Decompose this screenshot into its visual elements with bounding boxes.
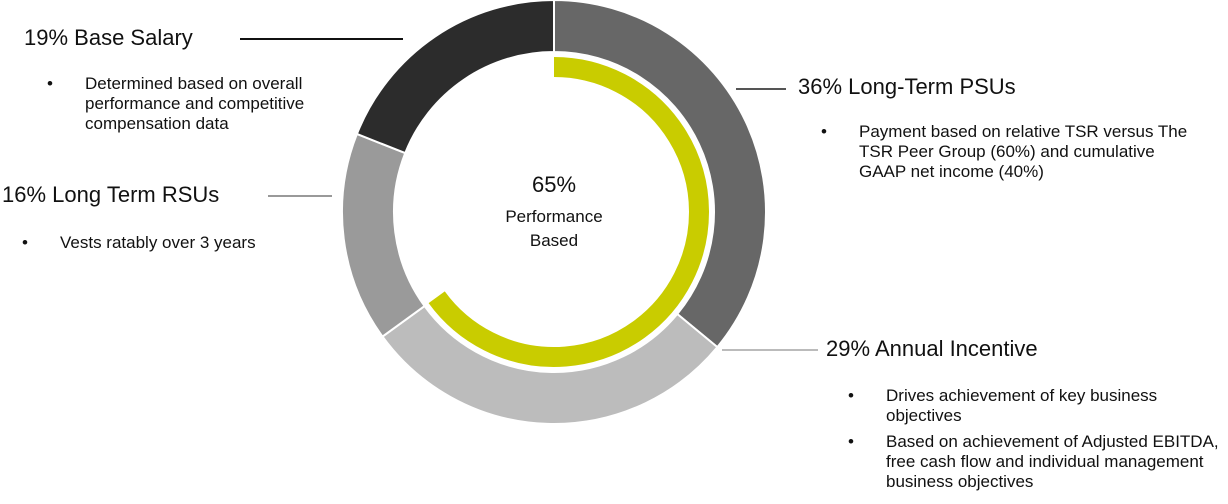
annual-incentive-bullets: Drives achievement of key business objec… bbox=[848, 386, 1226, 498]
center-label-line1: Performance bbox=[505, 207, 603, 226]
annual-incentive-label: Annual Incentive bbox=[874, 336, 1038, 361]
segment-long-term-psus bbox=[553, 0, 767, 349]
performance-based-arc bbox=[428, 57, 709, 367]
callout-title-long-term-psus: 36% Long-Term PSUs bbox=[798, 74, 1016, 100]
long-term-psus-percent: 36% bbox=[798, 74, 843, 99]
callout-title-base-salary: 19% Base Salary bbox=[24, 25, 193, 51]
base-salary-label: Base Salary bbox=[74, 25, 193, 50]
base-salary-percent: 19% bbox=[24, 25, 69, 50]
leader-line-base-salary bbox=[240, 38, 403, 40]
long-term-psus-bullets: Payment based on relative TSR versus The… bbox=[821, 122, 1193, 188]
leader-line-long-term-psus bbox=[736, 88, 786, 90]
segment-base-salary bbox=[355, 0, 555, 155]
bullet-annual-incentive-2: Based on achievement of Adjusted EBITDA,… bbox=[848, 432, 1226, 492]
callout-title-long-term-rsus: 16% Long Term RSUs bbox=[2, 182, 219, 208]
leader-line-long-term-rsus bbox=[268, 195, 332, 197]
base-salary-bullets: Determined based on overall performance … bbox=[47, 74, 377, 140]
long-term-rsus-label: Long Term RSUs bbox=[52, 182, 220, 207]
center-percent: 65% bbox=[531, 172, 577, 197]
long-term-rsus-percent: 16% bbox=[2, 182, 47, 207]
bullet-long-term-psus-1: Payment based on relative TSR versus The… bbox=[821, 122, 1193, 182]
bullet-base-salary-1: Determined based on overall performance … bbox=[47, 74, 377, 134]
bullet-long-term-rsus-1: Vests ratably over 3 years bbox=[22, 233, 322, 253]
bullet-annual-incentive-1: Drives achievement of key business objec… bbox=[848, 386, 1226, 426]
long-term-rsus-bullets: Vests ratably over 3 years bbox=[22, 233, 322, 259]
long-term-psus-label: Long-Term PSUs bbox=[848, 74, 1016, 99]
annual-incentive-percent: 29% bbox=[826, 336, 871, 361]
center-label-line2: Based bbox=[529, 231, 579, 250]
segment-long-term-rsus bbox=[341, 132, 426, 339]
leader-line-annual-incentive bbox=[722, 349, 818, 351]
callout-title-annual-incentive: 29% Annual Incentive bbox=[826, 336, 1038, 362]
